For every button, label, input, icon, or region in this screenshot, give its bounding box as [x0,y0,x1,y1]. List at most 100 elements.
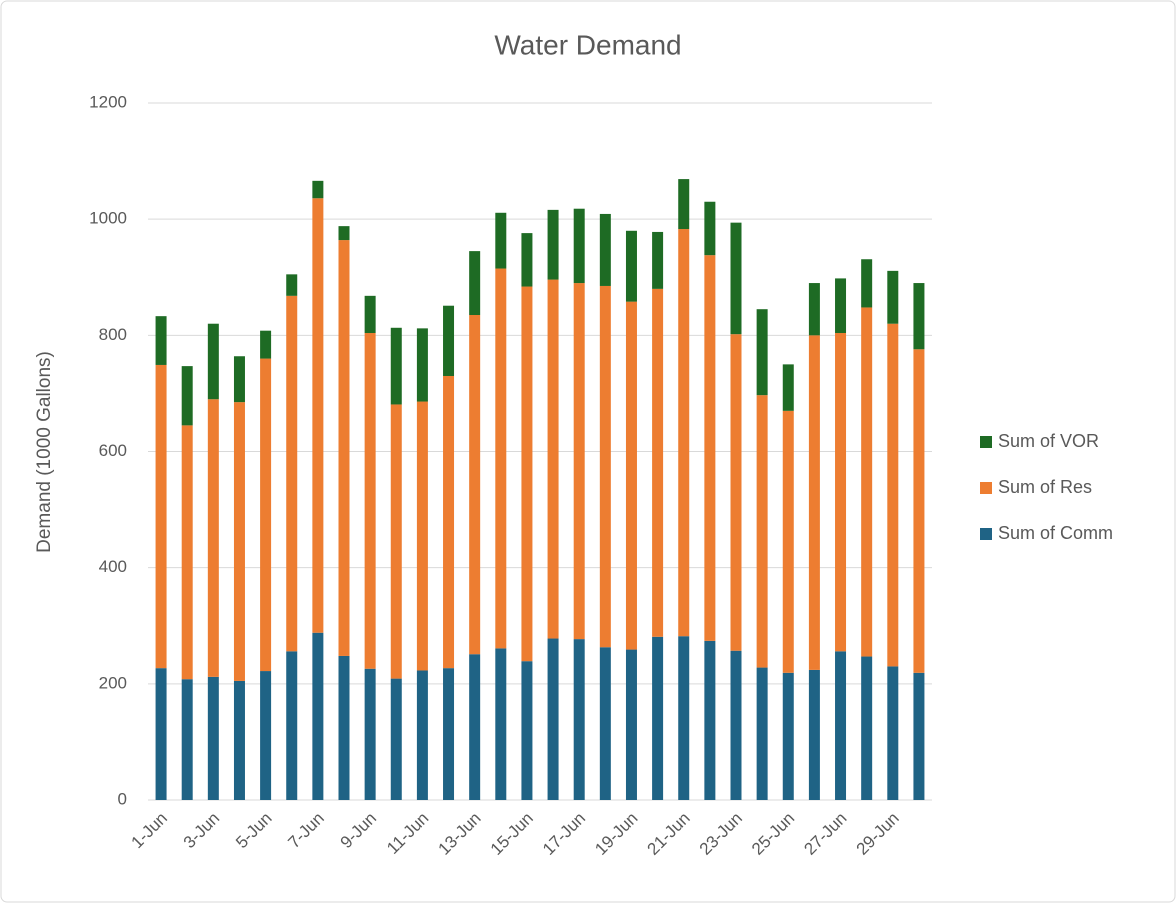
bar-segment [338,226,350,241]
bar-segment [599,647,611,800]
bar-segment [547,209,559,280]
legend-label: Sum of Comm [998,523,1113,543]
bar-segment [181,679,193,800]
bar-segment [286,295,298,652]
legend-swatch [980,528,992,540]
bar-segment [730,334,742,651]
bar-segment [678,229,690,637]
bar-segment [416,401,428,671]
bar-segment [652,636,664,800]
bar-segment [233,402,245,681]
y-tick-label: 200 [99,673,127,692]
bar-segment [233,356,245,403]
y-tick-label: 400 [99,557,127,576]
bar-segment [887,270,899,324]
bar-segment [181,425,193,680]
bar-segment [338,240,350,656]
bar-segment [547,638,559,800]
bar-segment [312,180,324,199]
bar-segment [390,404,402,679]
bar-segment [312,198,324,633]
bar-segment [155,364,167,669]
legend-swatch [980,436,992,448]
bar-segment [730,222,742,335]
bar-segment [599,285,611,648]
bar-segment [443,375,455,669]
bar-segment [887,666,899,800]
legend-swatch [980,482,992,494]
legend-label: Sum of VOR [998,431,1099,451]
bar-segment [233,680,245,800]
bar-segment [756,309,768,396]
bar-segment [625,649,637,800]
y-tick-label: 1200 [89,92,127,111]
y-axis-title: Demand (1000 Gallons) [34,351,55,553]
chart-title: Water Demand [494,29,681,60]
bar-segment [704,201,716,256]
legend-label: Sum of Res [998,477,1092,497]
bar-segment [573,208,585,284]
bar-segment [782,364,794,411]
bar-segment [521,286,533,662]
bar-segment [808,335,820,670]
bar-segment [808,283,820,336]
bar-segment [652,288,664,637]
y-tick-label: 800 [99,325,127,344]
bar-segment [861,259,873,308]
bar-segment [835,333,847,652]
y-tick-label: 600 [99,441,127,460]
bar-segment [625,230,637,302]
bar-segment [390,327,402,405]
bar-segment [756,395,768,668]
bar-segment [730,650,742,800]
bar-segment [521,233,533,287]
bar-segment [782,672,794,800]
bar-segment [207,676,219,800]
bar-segment [808,669,820,800]
bar-segment [364,295,376,334]
bar-segment [443,668,455,800]
bar-segment [678,179,690,230]
bar-segment [260,358,272,672]
bar-segment [364,668,376,800]
bar-segment [573,639,585,800]
bar-segment [312,632,324,800]
bar-segment [913,349,925,673]
bar-segment [835,278,847,334]
bar-segment [155,316,167,365]
bar-segment [416,670,428,800]
bar-segment [495,212,507,269]
bar-segment [155,668,167,800]
bar-segment [887,323,899,667]
bar-segment [181,366,193,426]
bar-segment [207,323,219,400]
bar-segment [547,279,559,639]
bar-segment [835,651,847,800]
bar-segment [913,283,925,350]
bar-segment [704,640,716,800]
bar-segment [469,251,481,316]
bar-segment [704,255,716,641]
bar-segment [861,656,873,800]
bar-segment [338,655,350,800]
bar-segment [260,671,272,800]
bar-segment [286,651,298,800]
bar-segment [782,410,794,673]
bar-segment [599,213,611,286]
bar-segment [443,305,455,376]
bar-segment [364,333,376,669]
bar-segment [390,678,402,800]
bar-segment [260,330,272,359]
y-tick-label: 0 [118,789,127,808]
y-tick-label: 1000 [89,209,127,228]
bar-segment [469,315,481,655]
bar-segment [207,399,219,677]
bar-segment [286,274,298,296]
bar-segment [913,672,925,800]
bar-segment [678,636,690,800]
bar-segment [495,648,507,800]
bar-segment [521,661,533,800]
bar-segment [495,268,507,649]
bar-segment [861,307,873,657]
